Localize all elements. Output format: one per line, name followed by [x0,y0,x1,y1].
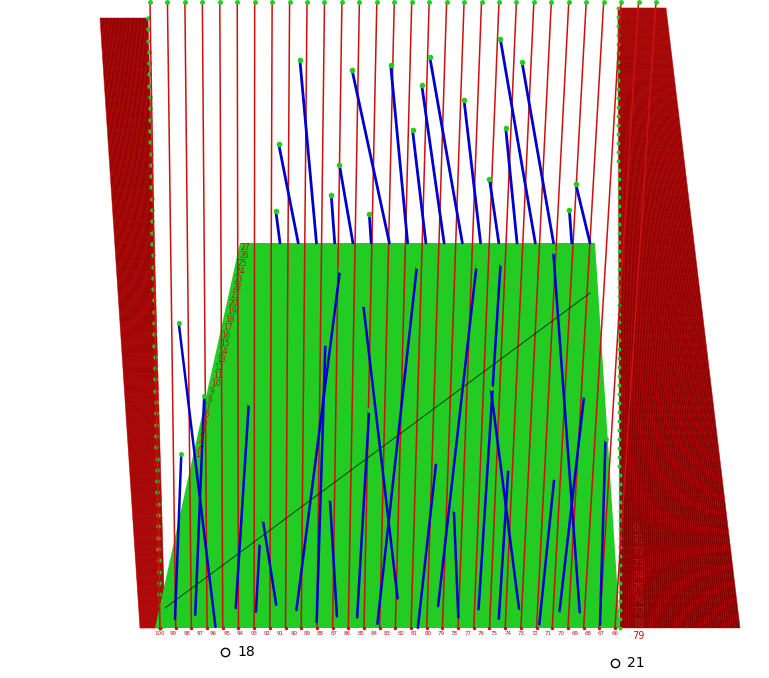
Text: 72: 72 [632,547,644,557]
Text: 73: 73 [518,631,524,636]
Text: 95: 95 [224,631,231,636]
Text: 4: 4 [201,426,205,435]
Text: 20: 20 [228,299,238,308]
Text: 67: 67 [598,631,605,636]
Text: 10: 10 [211,379,221,388]
Text: 92: 92 [264,631,271,636]
Text: 23: 23 [234,275,244,284]
Text: 99: 99 [170,631,177,636]
Text: 77: 77 [632,607,644,617]
Text: 5: 5 [202,418,207,427]
Text: 80: 80 [424,631,431,636]
Text: 73: 73 [632,559,644,569]
Text: 76: 76 [632,595,644,605]
Text: 2: 2 [197,442,201,452]
Text: 97: 97 [197,631,204,636]
Text: 78: 78 [451,631,458,636]
Text: 25: 25 [238,260,247,268]
Text: 75: 75 [632,583,644,593]
Polygon shape [100,18,165,628]
Text: 8: 8 [208,395,212,403]
Text: 84: 84 [371,631,378,636]
Text: 86: 86 [344,631,351,636]
Text: 70: 70 [558,631,565,636]
Text: 78: 78 [632,619,644,629]
Text: 85: 85 [358,631,365,636]
Text: 0: 0 [632,523,638,533]
Text: 71: 71 [544,631,551,636]
Text: 72: 72 [531,631,538,636]
Text: 71: 71 [632,535,644,545]
Text: 90: 90 [291,631,298,636]
Text: 21: 21 [627,656,644,670]
Text: 89: 89 [304,631,311,636]
Text: 98: 98 [183,631,190,636]
Text: 83: 83 [384,631,391,636]
Text: 94: 94 [237,631,244,636]
Text: 16: 16 [221,331,231,340]
Text: 82: 82 [398,631,404,636]
Text: 79: 79 [632,631,644,641]
Text: 1: 1 [195,450,200,459]
Text: 68: 68 [584,631,591,636]
Text: 27: 27 [241,243,251,252]
Text: 3: 3 [198,435,204,443]
Text: 66: 66 [611,631,618,636]
Text: 76: 76 [478,631,484,636]
Text: 75: 75 [491,631,498,636]
Text: 7: 7 [206,403,211,412]
Text: 24: 24 [235,267,245,277]
Text: 12: 12 [215,363,224,372]
Text: 96: 96 [210,631,217,636]
Text: 11: 11 [213,371,222,380]
Text: 87: 87 [331,631,338,636]
Text: 91: 91 [277,631,284,636]
Text: 14: 14 [218,347,228,356]
Text: 77: 77 [464,631,471,636]
Text: 79: 79 [438,631,444,636]
Text: 13: 13 [216,355,226,364]
Text: 6: 6 [204,410,209,420]
Text: 15: 15 [220,339,229,348]
Text: 9: 9 [209,386,215,396]
Text: 18: 18 [225,315,235,324]
Text: 93: 93 [250,631,257,636]
Text: 100: 100 [155,631,165,636]
Text: 81: 81 [411,631,418,636]
Polygon shape [618,8,740,628]
Text: 19: 19 [227,307,237,316]
Text: 18: 18 [237,645,255,659]
Text: 21: 21 [231,292,240,300]
Text: 88: 88 [317,631,324,636]
Text: 69: 69 [571,631,578,636]
Text: 74: 74 [632,571,644,581]
Text: 26: 26 [239,252,248,260]
Text: 22: 22 [232,283,241,292]
Text: 17: 17 [223,323,233,332]
Text: 74: 74 [504,631,511,636]
Polygon shape [155,243,620,628]
